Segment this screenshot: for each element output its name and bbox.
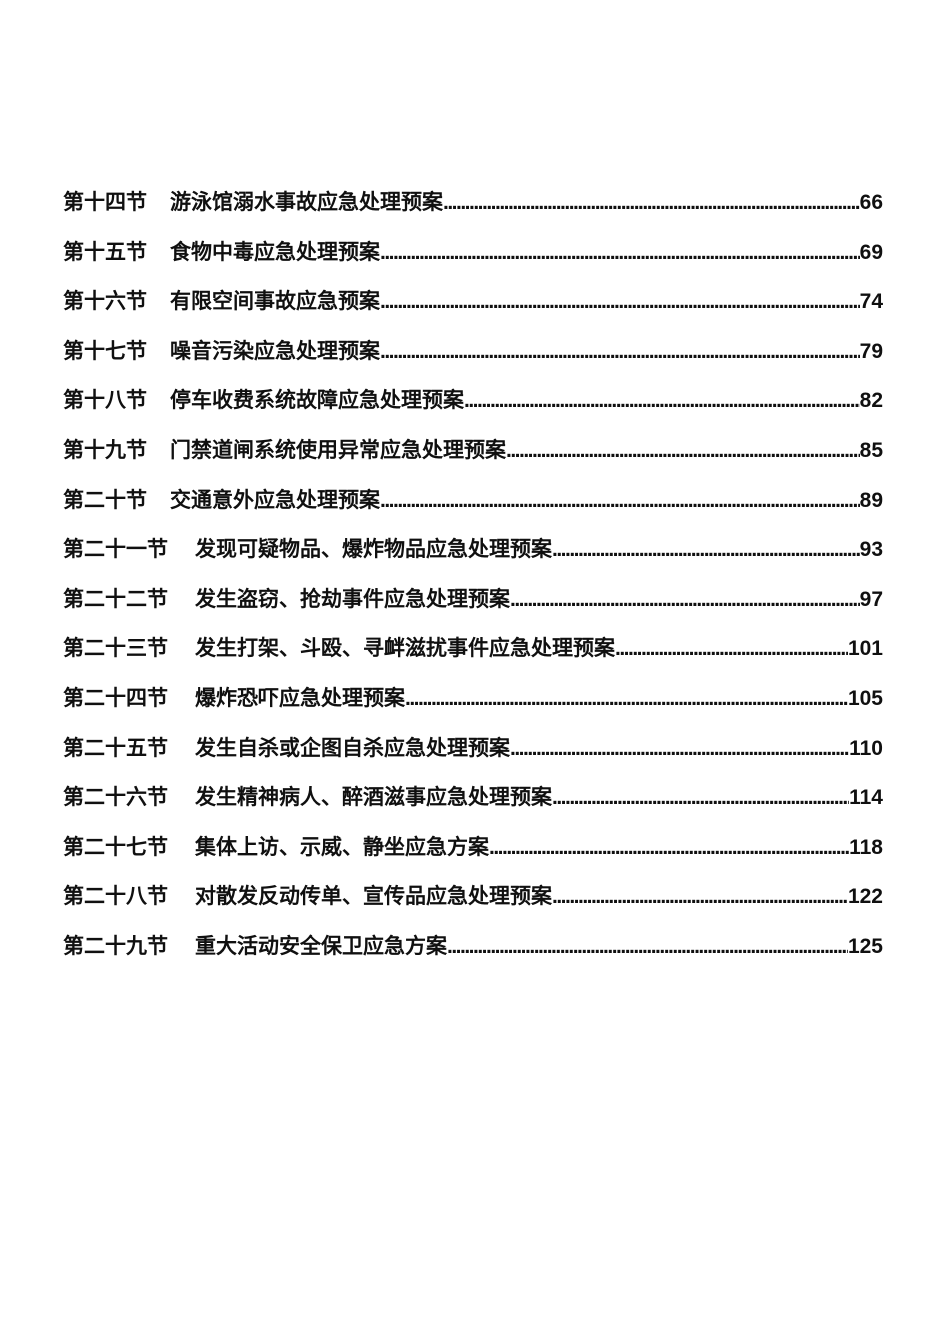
toc-page-number: 101 — [847, 637, 883, 661]
toc-entry-title: 发生打架、斗殴、寻衅滋扰事件应急处理预案 — [195, 637, 615, 661]
toc-page-number: 105 — [847, 686, 883, 710]
toc-entry[interactable]: 第二十二节 发生盗窃、抢劫事件应急处理预案 97 — [63, 575, 883, 625]
dot-leader — [552, 525, 860, 575]
toc-page-number: 110 — [849, 736, 883, 760]
toc-entry[interactable]: 第二十一节 发现可疑物品、爆炸物品应急处理预案 93 — [63, 525, 883, 575]
toc-entry-title: 噪音污染应急处理预案 — [170, 339, 380, 363]
toc-page-number: 97 — [859, 587, 883, 611]
toc-entry[interactable]: 第二十九节 重大活动安全保卫应急方案 125 — [63, 922, 883, 972]
toc-section-number: 第二十四节 — [63, 686, 168, 710]
toc-entry[interactable]: 第二十四节 爆炸恐吓应急处理预案 105 — [63, 674, 883, 724]
toc-entry[interactable]: 第二十五节 发生自杀或企图自杀应急处理预案 110 — [63, 724, 883, 774]
dot-leader — [380, 228, 860, 278]
toc-page-number: 85 — [859, 438, 883, 462]
toc-entry-title: 发现可疑物品、爆炸物品应急处理预案 — [195, 538, 552, 562]
dot-leader — [552, 872, 848, 922]
toc-page-number: 82 — [859, 389, 883, 413]
toc-entry-title: 交通意外应急处理预案 — [170, 488, 380, 512]
toc-entry-title: 重大活动安全保卫应急方案 — [195, 934, 447, 958]
toc-page-number: 118 — [849, 835, 883, 859]
toc-entry-title: 发生盗窃、抢劫事件应急处理预案 — [195, 587, 510, 611]
toc-page-number: 66 — [859, 191, 883, 214]
dot-leader — [489, 823, 849, 873]
toc-section-number: 第二十六节 — [63, 786, 168, 810]
toc-section-number: 第二十五节 — [63, 736, 168, 760]
dot-leader — [380, 327, 860, 377]
toc-page-number: 122 — [847, 885, 883, 909]
toc-section-number: 第十四节 — [63, 191, 147, 214]
toc-page-number: 74 — [859, 290, 883, 314]
toc-entry-title: 发生精神病人、醉酒滋事应急处理预案 — [195, 786, 552, 810]
dot-leader — [380, 476, 860, 526]
toc-entry-title: 食物中毒应急处理预案 — [170, 240, 380, 264]
toc-section-number: 第二十三节 — [63, 637, 168, 661]
toc-entry-title: 停车收费系统故障应急处理预案 — [170, 389, 464, 413]
dot-leader — [510, 724, 849, 774]
toc-section-number: 第十五节 — [63, 240, 147, 264]
dot-leader — [615, 624, 848, 674]
toc-entry-title: 门禁道闸系统使用异常应急处理预案 — [170, 438, 506, 462]
dot-leader — [405, 674, 848, 724]
toc-entry[interactable]: 第二十三节 发生打架、斗殴、寻衅滋扰事件应急处理预案 101 — [63, 624, 883, 674]
toc-section-number: 第二十二节 — [63, 587, 168, 611]
toc-entry[interactable]: 第二十七节 集体上访、示威、静坐应急方案 118 — [63, 823, 883, 873]
toc-page-number: 69 — [859, 240, 883, 264]
toc-entry-title: 对散发反动传单、宣传品应急处理预案 — [195, 885, 552, 909]
dot-leader — [380, 277, 860, 327]
dot-leader — [552, 773, 849, 823]
toc-page-number: 125 — [847, 934, 883, 958]
toc-section-number: 第二十九节 — [63, 934, 168, 958]
toc-entry-title: 有限空间事故应急预案 — [170, 290, 380, 314]
toc-page-number: 89 — [859, 488, 883, 512]
toc-section-number: 第二十一节 — [63, 538, 168, 562]
toc-section-number: 第二十七节 — [63, 835, 168, 859]
toc-entry-title: 发生自杀或企图自杀应急处理预案 — [195, 736, 510, 760]
toc-entry[interactable]: 第二十六节 发生精神病人、醉酒滋事应急处理预案 114 — [63, 773, 883, 823]
toc-section-number: 第十七节 — [63, 339, 147, 363]
toc-page-number: 93 — [859, 538, 883, 562]
dot-leader — [506, 426, 860, 476]
toc-entry-title: 爆炸恐吓应急处理预案 — [195, 686, 405, 710]
toc-page-number: 114 — [849, 786, 883, 810]
toc-section-number: 第十八节 — [63, 389, 147, 413]
dot-leader — [464, 376, 860, 426]
toc-entry[interactable]: 第二十八节 对散发反动传单、宣传品应急处理预案 122 — [63, 872, 883, 922]
dot-leader — [443, 178, 860, 228]
toc-section-number: 第十六节 — [63, 290, 147, 314]
dot-leader — [510, 575, 860, 625]
toc-section-number: 第二十八节 — [63, 885, 168, 909]
toc-section-number: 第十九节 — [63, 438, 147, 462]
dot-leader — [447, 922, 848, 972]
toc-entry-title: 游泳馆溺水事故应急处理预案 — [170, 191, 443, 214]
toc-page-number: 79 — [859, 339, 883, 363]
toc-entry-title: 集体上访、示威、静坐应急方案 — [195, 835, 489, 859]
toc-section-number: 第二十节 — [63, 488, 147, 512]
